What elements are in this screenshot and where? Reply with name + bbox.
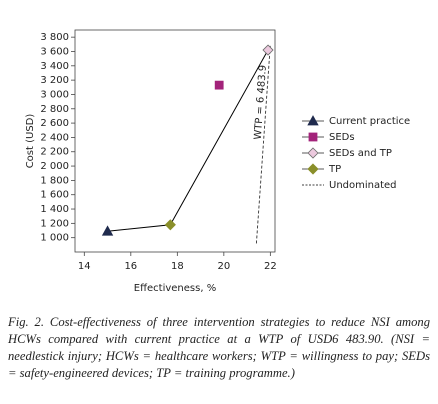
x-tick-label: 16 bbox=[124, 261, 137, 272]
point bbox=[164, 219, 176, 231]
legend-swatch bbox=[307, 163, 319, 175]
legend-swatch bbox=[307, 147, 319, 159]
y-tick-label: 2 800 bbox=[40, 104, 69, 115]
point bbox=[101, 225, 114, 236]
x-axis-label: Effectiveness, % bbox=[134, 283, 216, 294]
x-tick-label: 20 bbox=[217, 261, 230, 272]
y-tick-label: 3 200 bbox=[40, 75, 69, 86]
y-tick-label: 3 800 bbox=[40, 32, 69, 43]
y-tick-label: 2 200 bbox=[40, 147, 69, 158]
y-tick-label: 1 600 bbox=[40, 190, 69, 201]
frontier-line bbox=[107, 49, 269, 232]
figure-caption: Fig. 2. Cost-effectiveness of three inte… bbox=[8, 315, 430, 380]
y-tick-label: 1 200 bbox=[40, 218, 69, 229]
y-axis-label: Cost (USD) bbox=[25, 114, 36, 169]
y-tick-label: 3 600 bbox=[40, 46, 69, 57]
x-tick-label: 18 bbox=[171, 261, 184, 272]
legend-label: Current practice bbox=[329, 116, 410, 127]
legend-swatch bbox=[308, 132, 318, 142]
y-tick-label: 3 400 bbox=[40, 61, 69, 72]
y-tick-label: 1 800 bbox=[40, 175, 69, 186]
y-tick-label: 2 000 bbox=[40, 161, 69, 172]
x-tick-label: 14 bbox=[78, 261, 91, 272]
legend-label: Undominated bbox=[329, 180, 397, 191]
y-tick-label: 2 600 bbox=[40, 118, 69, 129]
plot-frame bbox=[74, 29, 276, 253]
y-tick-label: 1 000 bbox=[40, 233, 69, 244]
wtp-label: WTP = 6 483.9 bbox=[253, 65, 269, 141]
wtp-line bbox=[255, 44, 271, 244]
legend-label: SEDs and TP bbox=[329, 148, 392, 159]
y-tick-label: 1 400 bbox=[40, 204, 69, 215]
y-tick-label: 2 400 bbox=[40, 132, 69, 143]
y-tick-label: 3 000 bbox=[40, 89, 69, 100]
legend-swatch bbox=[307, 115, 319, 126]
x-tick-label: 22 bbox=[264, 261, 277, 272]
legend-label: TP bbox=[328, 164, 341, 175]
chart: Effectiveness, % Cost (USD) 1 000 1 200 1 … bbox=[25, 29, 410, 294]
legend-label: SEDs bbox=[329, 132, 355, 143]
point bbox=[262, 44, 274, 56]
point bbox=[214, 80, 224, 90]
